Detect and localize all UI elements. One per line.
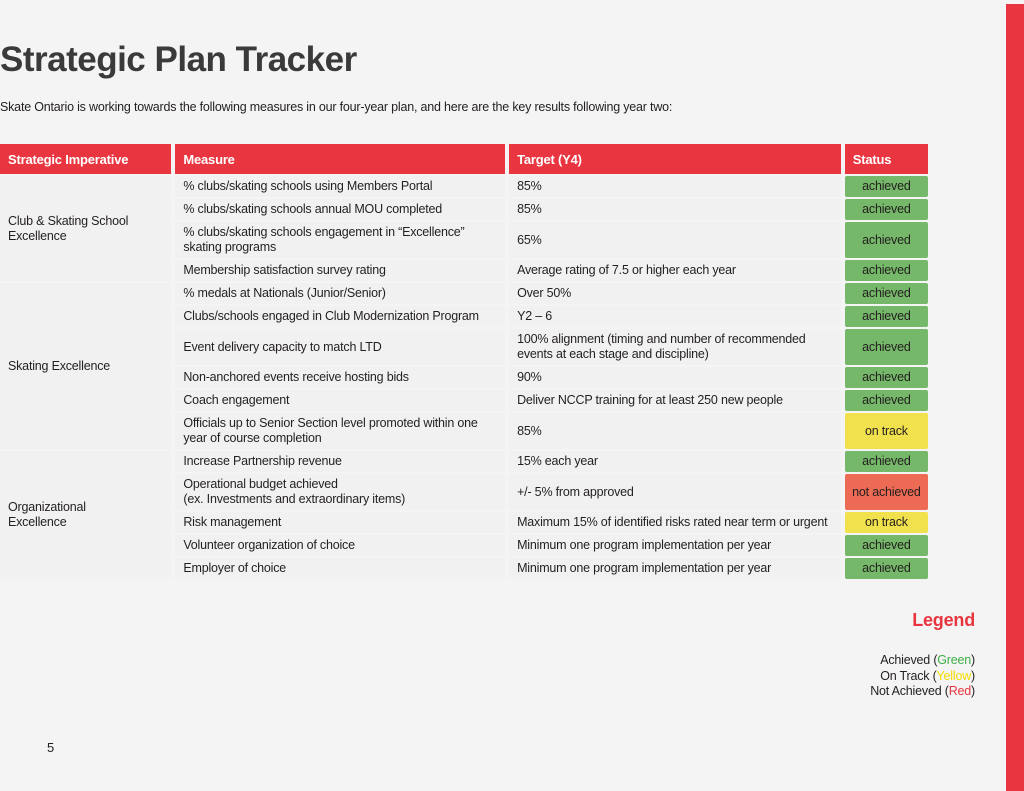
table-header-row: Strategic Imperative Measure Target (Y4)…: [0, 144, 928, 174]
page-title: Strategic Plan Tracker: [0, 40, 357, 79]
measure-cell: Non-anchored events receive hosting bids: [175, 367, 506, 388]
group-cell-organizational-excellence: Organizational Excellence: [0, 451, 172, 579]
table-row: Volunteer organization of choice Minimum …: [0, 535, 928, 556]
target-cell: 100% alignment (timing and number of rec…: [509, 329, 841, 365]
target-cell: 90%: [509, 367, 841, 388]
measure-cell: Event delivery capacity to match LTD: [175, 329, 506, 365]
target-cell: 85%: [509, 199, 841, 220]
legend: Legend Achieved (Green) On Track (Yellow…: [870, 610, 975, 700]
target-cell: Minimum one program implementation per y…: [509, 558, 841, 579]
target-cell: Minimum one program implementation per y…: [509, 535, 841, 556]
target-cell: +/- 5% from approved: [509, 474, 841, 510]
status-badge: achieved: [844, 260, 928, 281]
legend-title: Legend: [912, 610, 975, 630]
target-cell: Deliver NCCP training for at least 250 n…: [509, 390, 841, 411]
status-badge: achieved: [844, 367, 928, 388]
legend-item-on-track: On Track (Yellow): [870, 669, 975, 685]
legend-on-track-prefix: On Track (: [880, 668, 937, 683]
status-badge: achieved: [844, 329, 928, 365]
table-row: Officials up to Senior Section level pro…: [0, 413, 928, 449]
table-row: % clubs/skating schools annual MOU compl…: [0, 199, 928, 220]
status-badge: on track: [844, 413, 928, 449]
status-badge: achieved: [844, 283, 928, 304]
status-badge: achieved: [844, 176, 928, 197]
measure-cell: Operational budget achieved (ex. Investm…: [175, 474, 506, 510]
table-row: Organizational Excellence Increase Partne…: [0, 451, 928, 579]
measure-cell: % clubs/skating schools using Members Po…: [175, 176, 506, 197]
target-cell: 15% each year: [509, 451, 841, 472]
status-badge: achieved: [844, 535, 928, 556]
measure-cell: % clubs/skating schools engagement in “E…: [175, 222, 506, 258]
measure-cell: % medals at Nationals (Junior/Senior): [175, 283, 506, 304]
legend-on-track-color-word: Yellow: [936, 668, 972, 683]
measure-cell: Membership satisfaction survey rating: [175, 260, 506, 281]
table-row: Coach engagement Deliver NCCP training fo…: [0, 390, 928, 411]
measure-cell: Officials up to Senior Section level pro…: [175, 413, 506, 449]
table-row: Non-anchored events receive hosting bids…: [0, 367, 928, 388]
status-badge: achieved: [844, 390, 928, 411]
plan-table-body: Club & Skating School Excellence% clubs/…: [0, 176, 928, 579]
status-badge: achieved: [844, 451, 928, 472]
legend-not-achieved-suffix: ): [971, 684, 975, 698]
legend-item-not-achieved: Not Achieved (Red): [870, 684, 975, 700]
legend-on-track-suffix: ): [971, 668, 975, 683]
status-badge: on track: [844, 512, 928, 533]
status-badge: achieved: [844, 222, 928, 258]
table-row: Operational budget achieved (ex. Investm…: [0, 474, 928, 510]
status-badge: achieved: [844, 306, 928, 327]
table-row: Membership satisfaction survey rating Ave…: [0, 260, 928, 281]
intro-text: Skate Ontario is working towards the fol…: [0, 100, 673, 114]
column-header-strategic-imperative: Strategic Imperative: [0, 144, 172, 174]
column-header-measure: Measure: [175, 144, 506, 174]
table-row: Employer of choice Minimum one program im…: [0, 558, 928, 579]
target-cell: Maximum 15% of identified risks rated ne…: [509, 512, 841, 533]
column-header-target-y4: Target (Y4): [509, 144, 841, 174]
page-edge-accent-bar: [1006, 4, 1024, 791]
table-row: Skating Excellence% medals at Nationals …: [0, 283, 928, 449]
table-row: Event delivery capacity to match LTD 100%…: [0, 329, 928, 365]
group-cell-club-skating-school-excellence: Club & Skating School Excellence: [0, 176, 172, 281]
legend-not-achieved-color-word: Red: [948, 684, 972, 698]
legend-item-achieved: Achieved (Green): [870, 653, 975, 669]
target-cell: Y2 – 6: [509, 306, 841, 327]
measure-cell: Employer of choice: [175, 558, 506, 579]
target-cell: 65%: [509, 222, 841, 258]
status-badge: achieved: [844, 199, 928, 220]
table-row: Clubs/schools engaged in Club Modernizat…: [0, 306, 928, 327]
measure-cell: Coach engagement: [175, 390, 506, 411]
legend-achieved-prefix: Achieved (: [880, 653, 938, 667]
table-row: Club & Skating School Excellence% clubs/…: [0, 176, 928, 281]
measure-cell: Increase Partnership revenue: [175, 451, 506, 472]
target-cell: Over 50%: [509, 283, 841, 304]
measure-cell: % clubs/skating schools annual MOU compl…: [175, 199, 506, 220]
strategic-plan-table: Strategic Imperative Measure Target (Y4)…: [0, 144, 928, 579]
table-row: Risk management Maximum 15% of identified…: [0, 512, 928, 533]
target-cell: 85%: [509, 413, 841, 449]
table-row: % clubs/skating schools engagement in “E…: [0, 222, 928, 258]
legend-achieved-color-word: Green: [937, 653, 972, 667]
measure-cell: Clubs/schools engaged in Club Modernizat…: [175, 306, 506, 327]
measure-cell: Volunteer organization of choice: [175, 535, 506, 556]
measure-cell: Risk management: [175, 512, 506, 533]
column-header-status: Status: [844, 144, 928, 174]
status-badge: not achieved: [844, 474, 928, 510]
status-badge: achieved: [844, 558, 928, 579]
page-number: 5: [47, 740, 55, 755]
group-cell-skating-excellence: Skating Excellence: [0, 283, 172, 449]
legend-not-achieved-prefix: Not Achieved (: [870, 684, 949, 698]
legend-achieved-suffix: ): [971, 653, 975, 667]
target-cell: 85%: [509, 176, 841, 197]
target-cell: Average rating of 7.5 or higher each yea…: [509, 260, 841, 281]
